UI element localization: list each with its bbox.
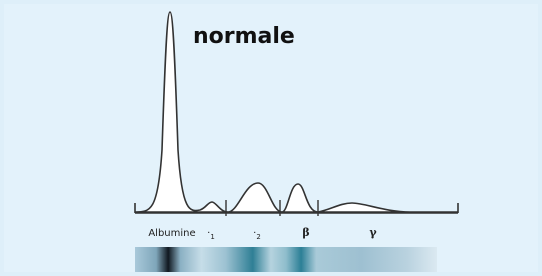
- subscript: 1: [210, 233, 214, 241]
- title: normale: [193, 24, 295, 49]
- fraction-label: Albumine: [148, 228, 195, 239]
- subscript: 2: [256, 233, 260, 241]
- fraction-label: β: [302, 226, 309, 239]
- electrophoresis-diagram: normale Albumine ·1 ·2 β γ: [0, 0, 542, 276]
- fraction-label: γ: [369, 226, 377, 239]
- page: {"title": "normale", "fractions": [ {"la…: [0, 0, 542, 276]
- gel-strip: [135, 247, 437, 272]
